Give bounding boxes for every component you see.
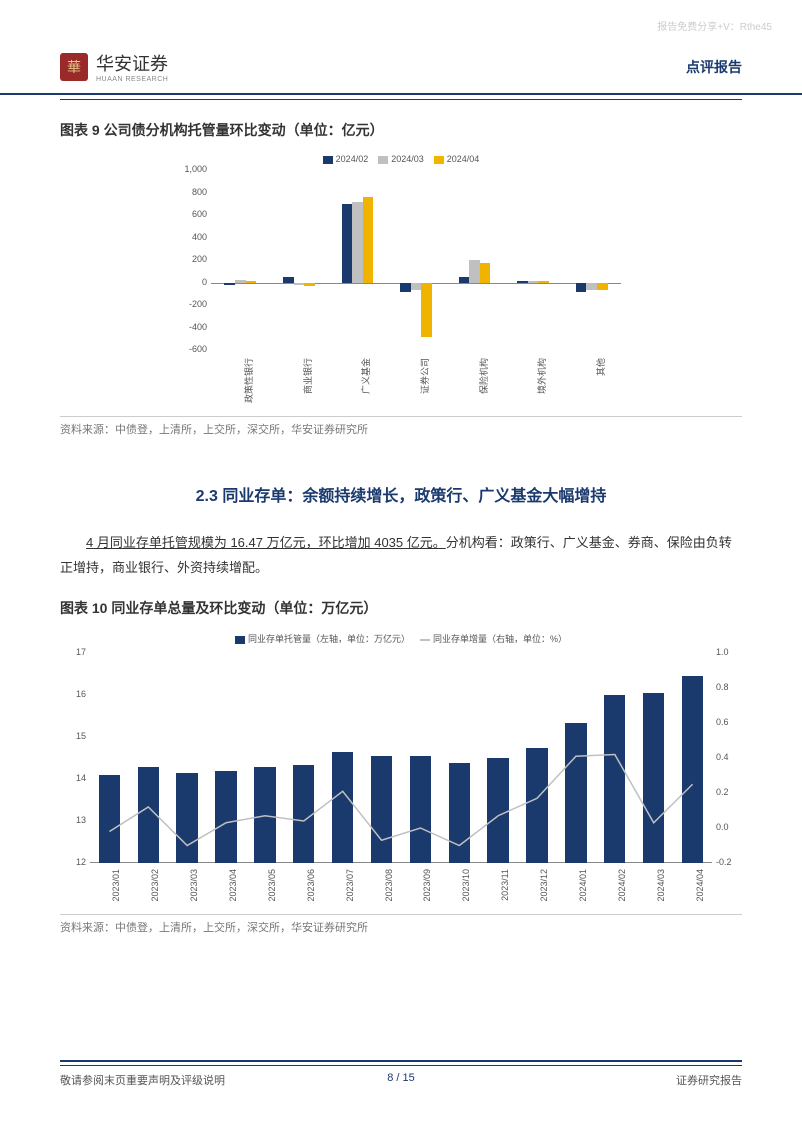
x-tick-label: 广义基金 [359,358,372,408]
x-tick-label: 2023/12 [539,869,549,911]
chart9-plot: -600-400-20002004006008001,000政策性银行商业银行广… [211,170,621,350]
legend-item: 同业存单托管量（左轴，单位：万亿元） [235,632,410,645]
bar [597,283,608,291]
bar [411,283,422,291]
bar [480,263,491,282]
y-tick-label: 400 [173,232,207,242]
y-tick-label: 600 [173,209,207,219]
doc-type-label: 点评报告 [686,57,742,77]
footer-right: 证券研究报告 [676,1072,742,1088]
chart9-legend: 2024/02 2024/03 2024/04 [171,150,631,164]
bar [469,260,480,283]
chart10: 同业存单托管量（左轴，单位：万亿元）同业存单增量（右轴，单位：%） 121314… [60,628,742,908]
body-paragraph: 4 月同业存单托管规模为 16.47 万亿元，环比增加 4035 亿元。分机构看… [60,531,742,580]
y-tick-label: 200 [173,254,207,264]
x-tick-label: 政策性银行 [242,358,255,408]
x-tick-label: 2023/03 [189,869,199,911]
bar [538,281,549,282]
x-tick-label: 2023/04 [228,869,238,911]
page-footer: 敬请参阅末页重要声明及评级说明 8 / 15 证券研究报告 [60,1060,742,1088]
bar [294,283,305,285]
body-underlined: 4 月同业存单托管规模为 16.47 万亿元，环比增加 4035 亿元。 [86,535,446,550]
y-left-tick-label: 12 [64,857,86,867]
section-heading: 2.3 同业存单：余额持续增长，政策行、广义基金大幅增持 [60,482,742,506]
chart10-source: 资料来源：中债登，上清所，上交所，深交所，华安证券研究所 [60,914,742,935]
bar [342,204,353,283]
x-tick-label: 2024/01 [578,869,588,911]
y-right-tick-label: 0.6 [716,717,742,727]
bar [235,280,246,282]
bar [283,277,294,283]
x-tick-label: 证券公司 [418,358,431,408]
x-tick-label: 境外机构 [535,358,548,408]
bar [517,281,528,283]
y-left-tick-label: 17 [64,647,86,657]
y-right-tick-label: 0.0 [716,822,742,832]
legend-item: 2024/03 [378,154,424,164]
y-left-tick-label: 14 [64,773,86,783]
chart9: 2024/022024/032024/04 -600-400-200020040… [171,150,631,410]
bar [459,277,470,283]
bar [363,197,374,283]
x-tick-label: 2023/08 [384,869,394,911]
x-tick-label: 商业银行 [301,358,314,408]
y-tick-label: 800 [173,187,207,197]
x-tick-label: 其他 [594,358,607,408]
y-left-tick-label: 13 [64,815,86,825]
watermark-text: 报告免费分享+V：Rthe45 [657,18,772,33]
y-left-tick-label: 16 [64,689,86,699]
x-tick-label: 2024/03 [656,869,666,911]
y-right-tick-label: 0.4 [716,752,742,762]
brand-name-cn: 华安证券 [96,50,168,76]
bar [576,283,587,292]
y-left-tick-label: 15 [64,731,86,741]
y-tick-label: 1,000 [173,164,207,174]
bar [586,283,597,291]
legend-item: 2024/02 [323,154,369,164]
brand-name-en: HUAAN RESEARCH [96,76,168,83]
chart10-plot: 121314151617-0.20.00.20.40.60.81.02023/0… [90,653,712,863]
bar [400,283,411,292]
x-tick-label: 2023/09 [422,869,432,911]
chart10-title: 图表 10 同业存单总量及环比变动（单位：万亿元） [60,598,742,618]
x-tick-label: 2023/11 [500,869,510,911]
x-tick-label: 2023/01 [111,869,121,911]
bar [304,283,315,286]
bar [421,283,432,337]
bar [246,281,257,282]
y-right-tick-label: 1.0 [716,647,742,657]
y-tick-label: -600 [173,344,207,354]
y-right-tick-label: 0.8 [716,682,742,692]
chart10-legend: 同业存单托管量（左轴，单位：万亿元） 同业存单增量（右轴，单位：%） [60,628,742,645]
logo-block: 華 华安证券 HUAAN RESEARCH [60,50,168,83]
y-right-tick-label: -0.2 [716,857,742,867]
footer-page-num: 8 / 15 [387,1072,415,1084]
content-area: 图表 9 公司债分机构托管量环比变动（单位：亿元） 2024/02 2024/03… [0,100,802,935]
bar [224,283,235,285]
x-tick-label: 2024/02 [617,869,627,911]
x-tick-label: 2024/04 [695,869,705,911]
x-tick-label: 2023/10 [461,869,471,911]
brand-seal-icon: 華 [60,53,88,81]
chart9-title: 图表 9 公司债分机构托管量环比变动（单位：亿元） [60,120,742,140]
x-tick-label: 2023/02 [150,869,160,911]
x-tick-label: 2023/06 [306,869,316,911]
line-overlay [90,653,712,863]
y-tick-label: -400 [173,322,207,332]
y-tick-label: -200 [173,299,207,309]
page-header: 華 华安证券 HUAAN RESEARCH 点评报告 [0,0,802,95]
x-tick-label: 2023/07 [345,869,355,911]
legend-item: 2024/04 [434,154,480,164]
y-right-tick-label: 0.2 [716,787,742,797]
legend-item: 同业存单增量（右轴，单位：%） [420,632,567,645]
y-tick-label: 0 [173,277,207,287]
footer-left: 敬请参阅末页重要声明及评级说明 [60,1072,225,1088]
bar [528,281,539,282]
x-tick-label: 保险机构 [477,358,490,408]
chart9-source: 资料来源：中债登，上清所，上交所，深交所，华安证券研究所 [60,416,742,437]
bar [352,202,363,283]
x-tick-label: 2023/05 [267,869,277,911]
